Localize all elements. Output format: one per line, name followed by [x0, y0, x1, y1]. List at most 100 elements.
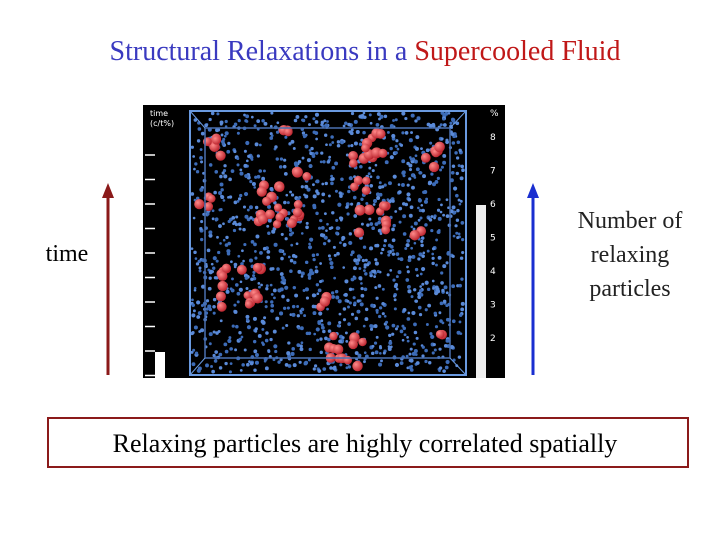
relaxed-particle	[265, 209, 275, 220]
particle	[413, 330, 418, 335]
count-label: particles	[589, 276, 670, 302]
particle	[429, 332, 433, 336]
particle	[457, 164, 461, 168]
particle	[391, 133, 396, 139]
particle	[383, 239, 387, 243]
particle	[261, 176, 266, 181]
particle	[450, 132, 455, 137]
particle	[261, 327, 265, 331]
caption-box	[47, 417, 689, 468]
particle	[315, 283, 320, 287]
particle	[452, 186, 458, 191]
particle	[359, 165, 363, 169]
particle	[212, 256, 217, 261]
particle	[258, 143, 262, 147]
particle	[246, 362, 250, 367]
particle	[451, 254, 455, 258]
particle	[194, 351, 199, 355]
particle	[287, 341, 291, 345]
particle	[380, 185, 385, 189]
particle	[238, 331, 242, 335]
particle	[276, 121, 280, 125]
particle	[317, 320, 321, 324]
particle	[326, 160, 331, 164]
particle	[299, 326, 304, 331]
particle	[371, 169, 375, 173]
particle	[365, 263, 370, 267]
particle	[312, 117, 316, 121]
particle	[459, 176, 464, 181]
particle	[311, 253, 316, 258]
particle	[426, 287, 431, 292]
particle	[295, 242, 299, 246]
particle	[208, 233, 213, 238]
particle	[425, 323, 429, 326]
particle	[309, 237, 314, 242]
particle	[392, 223, 396, 228]
particle	[323, 212, 327, 216]
particle	[347, 305, 350, 309]
relaxed-particle	[262, 196, 272, 206]
relaxed-particle	[352, 360, 363, 372]
relaxed-particle	[363, 204, 375, 216]
particle	[413, 221, 418, 226]
particle	[206, 212, 210, 216]
scale-label: 6	[490, 200, 496, 210]
particle	[314, 112, 320, 117]
particle	[353, 119, 358, 124]
relaxed-particle	[361, 186, 371, 195]
particle	[193, 250, 197, 255]
particle	[325, 229, 328, 232]
particle	[291, 304, 296, 309]
particle	[430, 228, 434, 233]
particle	[285, 323, 289, 328]
particle	[304, 115, 308, 119]
particle	[386, 198, 390, 201]
particle	[352, 266, 357, 271]
relaxed-particle	[221, 263, 231, 273]
particle	[342, 307, 347, 311]
particle	[350, 312, 355, 316]
particle	[342, 242, 347, 247]
particle	[270, 303, 275, 308]
particle	[417, 257, 421, 261]
particle	[372, 199, 378, 204]
particle	[228, 370, 232, 374]
particle	[394, 327, 398, 331]
particle	[240, 335, 244, 339]
particle	[392, 278, 396, 282]
particle	[191, 303, 195, 307]
particle	[394, 144, 398, 148]
title-part: Supercooled Fluid	[414, 36, 620, 67]
particle	[445, 140, 450, 145]
particle	[254, 360, 259, 365]
particle	[273, 242, 278, 247]
particle	[377, 220, 381, 225]
particle	[455, 218, 460, 222]
particle	[193, 286, 197, 290]
particle	[253, 242, 257, 247]
particle	[357, 353, 362, 358]
particle	[265, 284, 269, 288]
particle	[413, 288, 417, 292]
particle	[408, 138, 413, 143]
particle	[409, 358, 414, 363]
particle	[241, 363, 245, 367]
particle	[350, 250, 355, 255]
particle	[354, 351, 359, 355]
particle	[280, 232, 284, 236]
particle	[244, 174, 249, 179]
particle	[375, 122, 380, 127]
particle	[413, 348, 418, 354]
particle	[242, 227, 246, 232]
particle	[279, 272, 284, 276]
particle	[375, 335, 379, 339]
relaxed-particle	[354, 204, 366, 216]
particle	[329, 261, 334, 266]
particle	[224, 361, 228, 366]
particle	[212, 266, 216, 270]
particle	[348, 287, 353, 292]
particle	[222, 169, 227, 173]
particle	[335, 231, 339, 235]
particle	[350, 128, 354, 132]
